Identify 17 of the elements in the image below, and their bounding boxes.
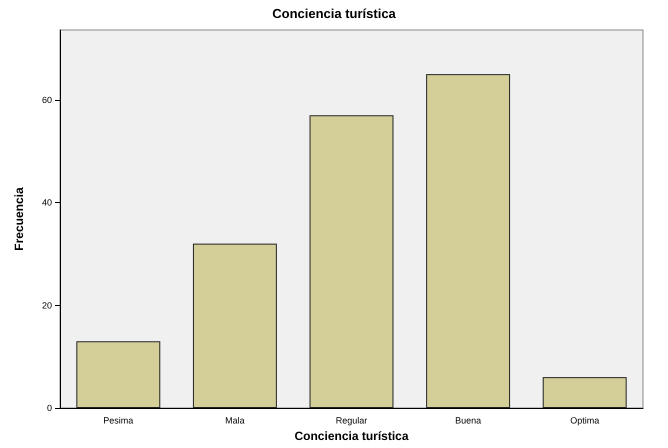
y-axis-title: Frecuencia (12, 187, 26, 251)
y-tick-label: 0 (46, 403, 52, 413)
x-axis-title: Conciencia turística (294, 429, 409, 443)
chart-title: Conciencia turística (272, 6, 397, 21)
y-tick-label: 60 (42, 94, 52, 105)
bar (542, 377, 627, 408)
bar (426, 74, 510, 408)
bar (310, 115, 394, 408)
x-tick-label: Mala (225, 416, 245, 426)
x-tick-label: Pesima (103, 416, 134, 426)
x-tick-label: Buena (455, 416, 482, 426)
bar (76, 341, 160, 408)
y-tick-label: 20 (42, 300, 52, 310)
y-tick-label: 40 (42, 198, 52, 208)
bar (192, 244, 277, 408)
x-tick-label: Regular (336, 416, 368, 426)
x-tick-label: Optima (570, 416, 600, 426)
